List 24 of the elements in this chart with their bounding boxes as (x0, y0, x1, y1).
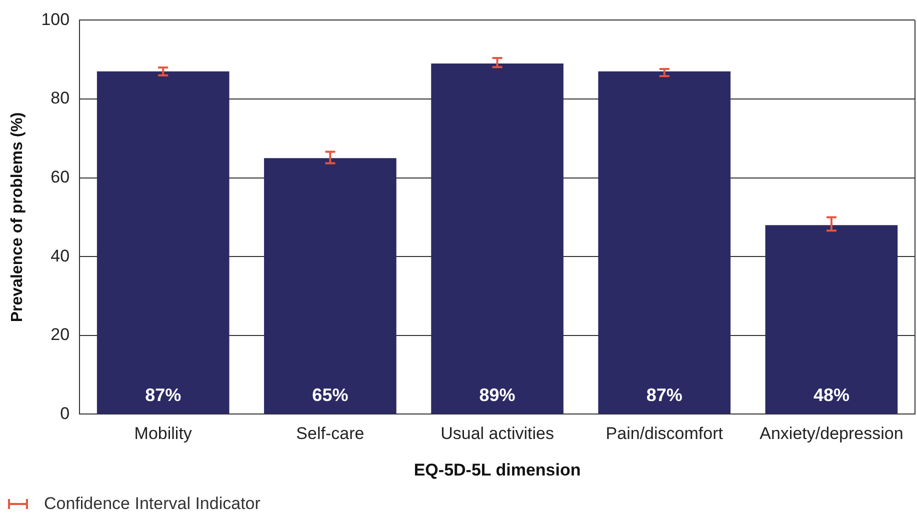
x-tick-label: Anxiety/depression (760, 424, 904, 444)
y-tick-label: 60 (50, 167, 70, 186)
y-tick-label: 40 (50, 246, 70, 266)
bar (765, 225, 898, 414)
data-label: 89% (479, 385, 516, 406)
bar (598, 71, 731, 414)
data-label: 48% (813, 385, 850, 406)
y-axis-title: Prevalence of problems (%) (9, 112, 26, 322)
y-tick-label: 0 (60, 404, 70, 423)
x-axis-title: EQ-5D-5L dimension (414, 460, 581, 480)
x-tick-label: Mobility (134, 424, 192, 444)
bar (431, 64, 564, 414)
data-label: 87% (145, 385, 182, 406)
y-tick-label: 100 (41, 10, 70, 29)
x-tick-label: Self-care (296, 424, 364, 444)
data-label: 87% (646, 385, 682, 406)
bar (96, 71, 230, 414)
text: Confidence Interval Indicator (44, 494, 260, 513)
data-label: 65% (312, 385, 348, 406)
bar (264, 158, 396, 414)
y-tick-label: 80 (50, 88, 70, 108)
x-tick-label: Usual activities (440, 424, 554, 444)
y-tick-label: 20 (50, 325, 70, 344)
x-tick-label: Pain/discomfort (606, 424, 724, 444)
